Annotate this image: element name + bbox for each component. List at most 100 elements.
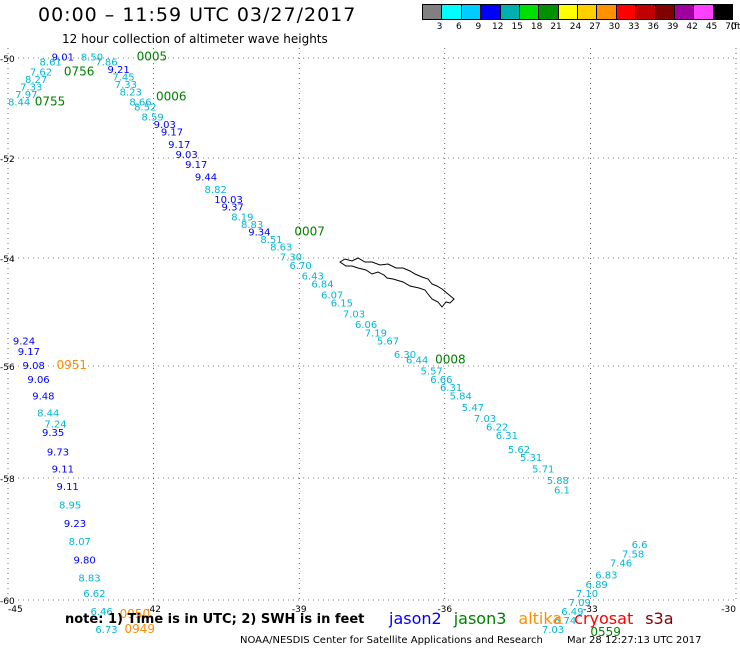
lat-tick-label: -60: [0, 597, 15, 607]
swh-value: 8.83: [78, 574, 100, 585]
swh-value: 5.67: [377, 336, 399, 347]
pass-time-label: 0951: [57, 358, 88, 372]
swh-value: 8.27: [25, 75, 47, 86]
swh-value: 7.58: [622, 549, 644, 560]
pass-time-label: 0950: [120, 607, 151, 621]
swh-value: 8.63: [270, 243, 292, 254]
satellite-legend-item: jason2: [389, 609, 442, 628]
colorbar-label: 9: [475, 22, 482, 32]
swh-value: 6.07: [321, 291, 343, 302]
colorbar-swatch: [461, 5, 482, 19]
swh-value: 6.49: [561, 607, 583, 618]
swh-value: 6.1: [554, 485, 570, 496]
satellite-legend-item: altika: [518, 609, 563, 628]
lon-tick-label: -39: [292, 605, 307, 615]
swh-value: 7.19: [365, 328, 387, 339]
graticule-grid: [7, 48, 737, 601]
lat-tick-label: -54: [0, 255, 15, 265]
lon-tick-label: -33: [583, 605, 598, 615]
axis-ticks: -50 -52 -54 -56 -58 -60-45 -42 -39 -36 -33 -30: [0, 55, 736, 615]
swh-value: 8.44: [37, 408, 59, 419]
swh-value: 9.01: [52, 53, 74, 64]
swh-value: 8.66: [129, 98, 151, 109]
swh-value: 6.66: [430, 375, 452, 386]
swh-value: 9.21: [107, 65, 129, 76]
swh-value: 5.84: [450, 392, 472, 403]
swh-value: 9.17: [18, 347, 40, 358]
swh-value: 9.06: [27, 375, 49, 386]
colorbar-label: 39: [666, 22, 679, 32]
lat-tick-label: -56: [0, 363, 15, 373]
swh-value: 5.47: [462, 403, 484, 414]
colorbar-legend: [422, 4, 733, 20]
swh-value: 6.83: [595, 571, 617, 582]
swh-value: 9.24: [13, 336, 35, 347]
colorbar-label: 33: [628, 22, 640, 32]
altimeter-points: 9.019.249.179.089.069.489.359.739.119.11…: [8, 53, 648, 637]
swh-value: 8.52: [134, 103, 156, 114]
colorbar-swatch: [558, 5, 578, 19]
swh-value: 7.33: [20, 83, 42, 94]
lat-tick-label: -58: [0, 475, 15, 485]
swh-value: 9.17: [168, 140, 190, 151]
colorbar-swatch: [423, 5, 443, 19]
swh-value: 8.95: [59, 501, 81, 512]
swh-value: 8.83: [241, 220, 263, 231]
colorbar-label: 15: [511, 22, 523, 32]
swh-value: 6.62: [83, 589, 105, 600]
colorbar-swatch: [597, 5, 617, 19]
swh-value: 8.19: [231, 213, 253, 224]
swh-value: 5.57: [421, 366, 443, 377]
swh-value: 6.74: [554, 616, 576, 627]
pass-time-label: 0755: [35, 95, 66, 109]
satellite-legend: jason2 jason3 altika cryosat s3a: [389, 609, 686, 628]
swh-value: 7.62: [30, 68, 52, 79]
swh-value: 7.30: [280, 253, 302, 264]
swh-value: 9.17: [185, 160, 207, 171]
lon-tick-label: -36: [437, 605, 452, 615]
swh-value: 7.45: [112, 73, 134, 84]
swh-value: 6.44: [406, 355, 428, 366]
swh-value: 8.51: [260, 235, 282, 246]
swh-value: 6.84: [311, 280, 333, 291]
swh-value: 9.23: [64, 519, 86, 530]
swh-value: 6.15: [331, 299, 353, 310]
colorbar-label: 3: [436, 22, 443, 32]
swh-value: 7.97: [15, 90, 37, 101]
pass-time-label: 0559: [590, 625, 621, 639]
pass-time-label: 0949: [124, 622, 155, 636]
colorbar-swatch: [636, 5, 656, 19]
swh-value: 7.09: [569, 598, 591, 609]
colorbar-swatch: [519, 5, 540, 19]
swh-value: 7.10: [576, 589, 598, 600]
colorbar-label: 30: [608, 22, 621, 32]
pass-time-label: 0006: [156, 90, 187, 104]
colorbar-label: 24: [569, 22, 582, 32]
swh-value: 7.86: [95, 58, 117, 69]
colorbar-label: 42: [686, 22, 698, 32]
pass-time-label: 0005: [137, 50, 168, 64]
swh-value: 5.31: [520, 453, 542, 464]
south-georgia-island-outline: [339, 257, 455, 308]
footnote: note: 1) Time is in UTC; 2) SWH is in fe…: [65, 612, 365, 627]
colorbar-label: 18: [530, 22, 543, 32]
swh-value: 8.44: [8, 98, 30, 109]
colorbar-swatch: [500, 5, 520, 19]
swh-value: 6.06: [355, 320, 377, 331]
lon-tick-label: -30: [721, 605, 736, 615]
pass-time-label: 0007: [294, 225, 325, 239]
swh-value: 8.82: [205, 185, 227, 196]
swh-value: 8.07: [69, 537, 91, 548]
lon-tick-label: -42: [146, 605, 161, 615]
colorbar-label: 45: [705, 22, 718, 32]
swh-value: 9.03: [175, 150, 197, 161]
creation-timestamp: Mar 28 12:27:13 UTC 2017: [567, 635, 702, 646]
pass-time-label: 0008: [435, 352, 466, 366]
swh-value: 7.46: [610, 558, 632, 569]
lat-tick-label: -50: [0, 55, 15, 65]
colorbar-label: 12: [492, 22, 504, 32]
colorbar-label: 6: [456, 22, 462, 32]
colorbar-swatch: [539, 5, 559, 19]
colorbar-label: 70: [725, 22, 737, 32]
